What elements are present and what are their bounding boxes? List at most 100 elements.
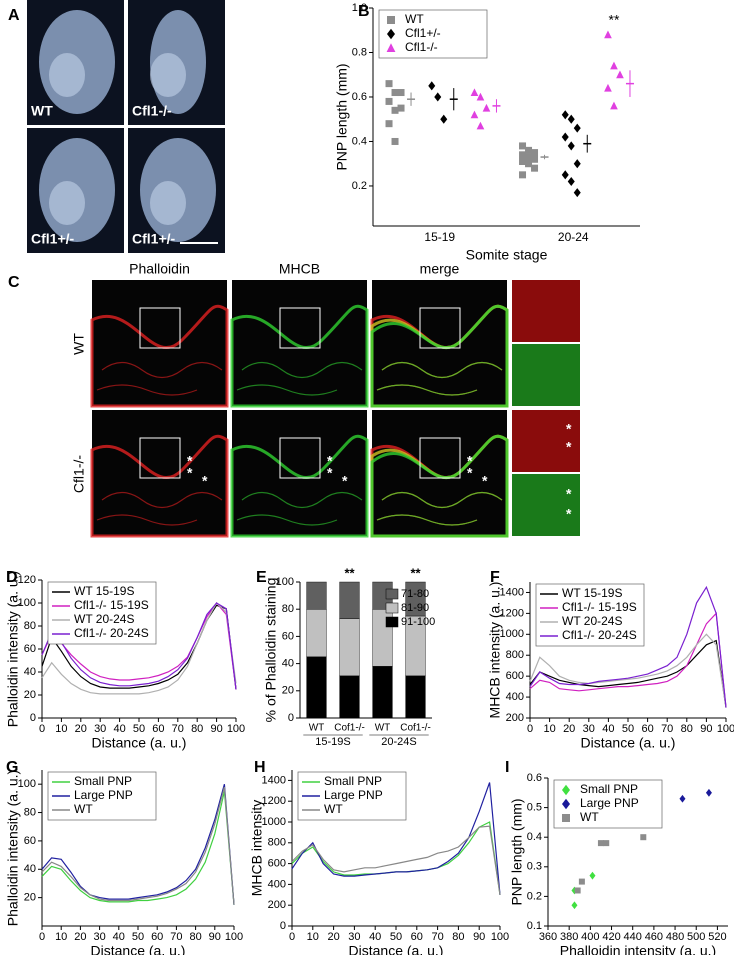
- column-header: Phalloidin: [129, 261, 190, 277]
- tissue-texture: [96, 491, 223, 526]
- x-tick-label: 90: [210, 723, 222, 735]
- row-label: WT: [71, 333, 87, 355]
- bar-segment: [339, 618, 360, 677]
- panel-label: H: [254, 759, 266, 776]
- y-tick-label: 200: [506, 712, 524, 724]
- data-point: [397, 104, 405, 112]
- inset-green: [512, 344, 580, 406]
- legend-label: Large PNP: [580, 796, 639, 810]
- data-point: [397, 89, 405, 97]
- y-tick-label: 400: [506, 691, 524, 703]
- legend-label: WT 15-19S: [562, 586, 622, 600]
- panel-label: C: [8, 274, 20, 291]
- data-point: [385, 80, 393, 88]
- data-point: [519, 171, 527, 179]
- legend-marker: [562, 814, 570, 822]
- x-tick-label: 460: [645, 931, 663, 943]
- x-tick-label: WT: [309, 723, 325, 734]
- x-tick-label: 20-24: [558, 230, 589, 244]
- x-tick-label: 20: [74, 931, 86, 943]
- legend-marker: [562, 784, 570, 796]
- y-tick-label: 20: [24, 689, 36, 701]
- x-tick-label: 80: [189, 931, 201, 943]
- x-tick-label: 60: [641, 723, 653, 735]
- data-point: [679, 794, 686, 803]
- x-tick-label: 40: [602, 723, 614, 735]
- x-tick-label: 90: [473, 931, 485, 943]
- asterisk: *: [187, 453, 193, 469]
- x-tick-label: 0: [39, 931, 45, 943]
- data-point: [476, 92, 485, 101]
- data-point: [470, 110, 479, 119]
- inset-red: [512, 280, 580, 342]
- asterisk: *: [467, 465, 473, 481]
- x-tick-label: 80: [681, 723, 693, 735]
- x-tick-label: 70: [661, 723, 673, 735]
- tissue: [230, 434, 369, 538]
- tissue-texture: [376, 491, 503, 526]
- x-tick-label: 0: [39, 723, 45, 735]
- data-point: [519, 151, 527, 159]
- x-tick-label: 20: [75, 723, 87, 735]
- y-tick-label: 0.4: [527, 831, 542, 843]
- legend-label: Cfl1-/- 15-19S: [562, 600, 637, 614]
- x-tick-label: 30: [94, 723, 106, 735]
- legend-label: WT 15-19S: [74, 584, 134, 598]
- bar-segment: [339, 675, 360, 719]
- legend-box: [553, 779, 663, 829]
- y-tick-label: 0: [280, 920, 286, 932]
- significance: **: [609, 11, 620, 27]
- legend-label: Cfl1-/-: [405, 40, 438, 54]
- asterisk: *: [566, 506, 572, 522]
- y-tick-label: 60: [24, 643, 36, 655]
- y-tick-label: 100: [18, 597, 36, 609]
- x-tick-label: 90: [209, 931, 221, 943]
- data-point: [385, 120, 393, 128]
- data-point: [525, 146, 533, 154]
- data-point: [574, 887, 581, 894]
- y-tick-label: 1000: [500, 628, 524, 640]
- column-header: MHCB: [279, 261, 320, 277]
- roi-box: [419, 307, 461, 349]
- data-point: [604, 30, 612, 39]
- asterisk: *: [566, 421, 572, 437]
- panel-label: B: [358, 3, 370, 20]
- column-header: merge: [420, 261, 460, 277]
- x-tick-label: 40: [113, 723, 125, 735]
- y-tick-label: 1000: [262, 816, 286, 828]
- legend-marker: [387, 28, 395, 40]
- data-point: [482, 103, 491, 112]
- y-tick-label: 0.4: [352, 135, 367, 147]
- y-tick-label: 0.6: [527, 772, 542, 784]
- legend-label: 81-90: [401, 602, 429, 614]
- tissue: [370, 434, 509, 538]
- data-point: [567, 114, 575, 124]
- legend-marker: [562, 798, 570, 810]
- y-tick-label: 0: [30, 712, 36, 724]
- data-point: [391, 89, 399, 97]
- x-tick-label: 50: [133, 723, 145, 735]
- data-point: [440, 114, 448, 124]
- x-tick-label: 40: [113, 931, 125, 943]
- y-axis-title: PNP length (mm): [509, 798, 525, 905]
- x-tick-label: 30: [93, 931, 105, 943]
- x-tick-label: 80: [452, 931, 464, 943]
- y-axis-title: MHCB intensity (a. u.): [487, 582, 503, 719]
- x-tick-label: 380: [560, 931, 578, 943]
- y-tick-label: 1400: [262, 774, 286, 786]
- y-axis-title: MHCB intensity: [249, 800, 265, 896]
- data-point: [391, 137, 399, 145]
- y-tick-label: 40: [24, 863, 36, 875]
- data-point: [531, 149, 539, 157]
- legend-swatch: [385, 588, 399, 600]
- y-tick-label: 600: [268, 858, 286, 870]
- y-tick-label: 60: [282, 630, 294, 642]
- tissue-texture: [236, 361, 363, 396]
- y-tick-label: 0.2: [352, 180, 367, 192]
- data-point: [531, 164, 539, 172]
- tissue-texture: [96, 361, 223, 396]
- data-point: [573, 159, 581, 169]
- x-tick-label: 40: [369, 931, 381, 943]
- y-tick-label: 0.3: [527, 861, 542, 873]
- data-point: [567, 176, 575, 187]
